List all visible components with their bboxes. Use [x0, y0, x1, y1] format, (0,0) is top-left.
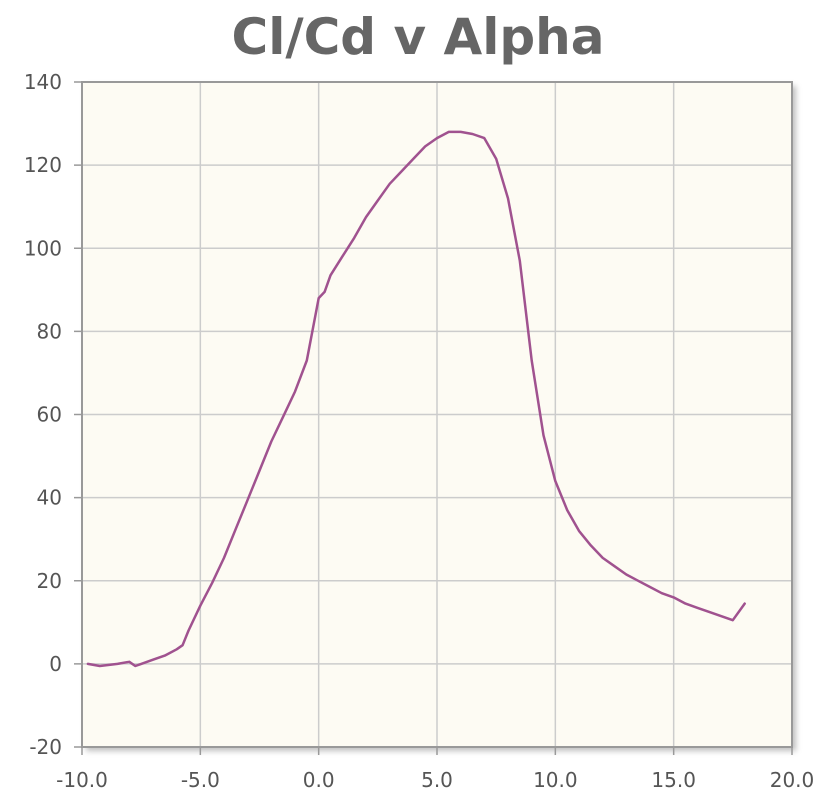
- x-tick-label: 0.0: [303, 768, 335, 792]
- series-lines: [86, 130, 746, 668]
- x-tick-label: 15.0: [651, 768, 696, 792]
- x-tick-label: -10.0: [56, 768, 108, 792]
- y-tick-label: 120: [24, 153, 62, 177]
- y-tick-label: 40: [37, 486, 62, 510]
- y-tick-label: 0: [49, 652, 62, 676]
- y-tick-label: 80: [37, 319, 62, 343]
- x-tick-label: 5.0: [421, 768, 453, 792]
- x-tick-label: -5.0: [181, 768, 220, 792]
- y-axis: -20 0 20 40 60 80 100 120 140: [24, 70, 82, 759]
- y-tick-label: 20: [37, 569, 62, 593]
- chart-title: Cl/Cd v Alpha: [231, 8, 605, 66]
- x-axis: -10.0 -5.0 0.0 5.0 10.0 15.0 20.0: [56, 747, 814, 792]
- y-tick-label: 140: [24, 70, 62, 94]
- y-tick-label: 100: [24, 236, 62, 260]
- x-tick-label: 20.0: [770, 768, 815, 792]
- series-line-0: [86, 130, 746, 668]
- y-tick-label: -20: [29, 735, 62, 759]
- y-tick-label: 60: [37, 403, 62, 427]
- x-tick-label: 10.0: [533, 768, 578, 792]
